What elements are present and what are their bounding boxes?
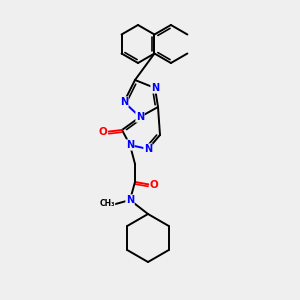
Text: N: N [126, 195, 134, 205]
Text: O: O [99, 127, 107, 137]
Text: N: N [126, 140, 134, 150]
Text: CH₃: CH₃ [99, 200, 115, 208]
Text: N: N [151, 83, 159, 93]
Text: O: O [150, 180, 158, 190]
Text: N: N [136, 112, 144, 122]
Text: N: N [120, 97, 128, 107]
Text: N: N [144, 144, 152, 154]
